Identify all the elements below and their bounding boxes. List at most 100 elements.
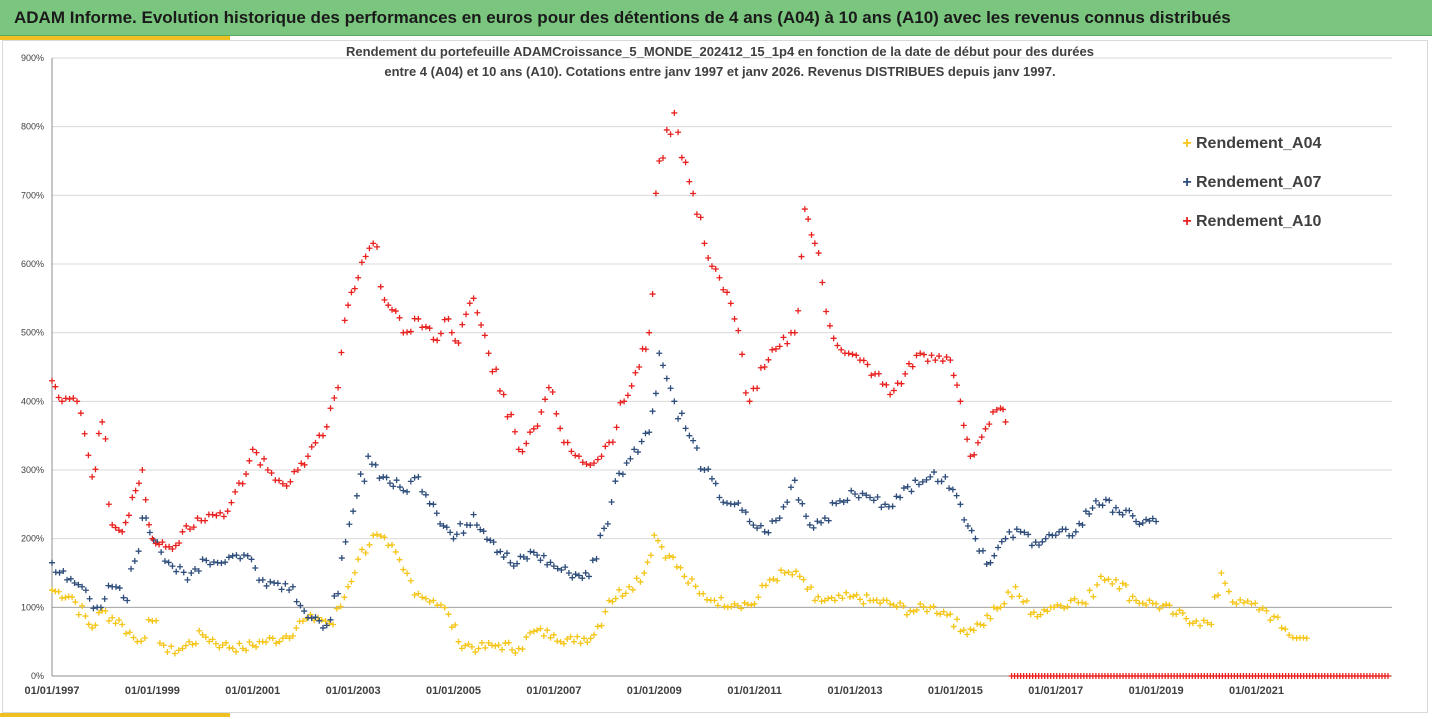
point-rendement-a10 xyxy=(883,381,890,388)
point-rendement-a07 xyxy=(490,539,497,546)
point-rendement-a10 xyxy=(776,343,783,350)
point-rendement-a10 xyxy=(146,521,153,528)
point-rendement-a07 xyxy=(447,529,454,536)
point-rendement-a04 xyxy=(907,607,914,614)
point-rendement-a10 xyxy=(422,323,429,330)
point-rendement-a07 xyxy=(386,480,393,487)
point-rendement-a07 xyxy=(79,583,86,590)
point-rendement-a07 xyxy=(784,499,791,506)
point-rendement-a04 xyxy=(69,594,76,601)
point-rendement-a07 xyxy=(1089,504,1096,511)
point-rendement-a07 xyxy=(803,513,810,520)
point-rendement-a07 xyxy=(720,499,727,506)
point-rendement-a07 xyxy=(612,478,619,485)
point-rendement-a10 xyxy=(798,253,805,260)
point-rendement-a04 xyxy=(1027,611,1034,618)
point-rendement-a07 xyxy=(419,488,426,495)
point-rendement-a04 xyxy=(1097,573,1104,580)
point-rendement-a10 xyxy=(742,389,749,396)
point-rendement-a04 xyxy=(186,638,193,645)
point-rendement-a07 xyxy=(904,483,911,490)
point-rendement-a04 xyxy=(246,638,253,645)
point-rendement-a07 xyxy=(457,520,464,527)
point-rendement-a04 xyxy=(1240,599,1247,606)
point-rendement-a10 xyxy=(257,461,264,468)
point-rendement-a04 xyxy=(1109,580,1116,587)
point-rendement-a04 xyxy=(206,638,213,645)
point-rendement-a10 xyxy=(735,327,742,334)
point-rendement-a07 xyxy=(240,552,247,559)
point-rendement-a07 xyxy=(821,515,828,522)
point-rendement-a04 xyxy=(1005,589,1012,596)
point-rendement-a10 xyxy=(152,540,159,547)
point-rendement-a07 xyxy=(376,475,383,482)
point-rendement-a07 xyxy=(169,563,176,570)
point-rendement-a04 xyxy=(95,609,102,616)
point-rendement-a04 xyxy=(1123,581,1130,588)
point-rendement-a07 xyxy=(979,547,986,554)
point-rendement-a04 xyxy=(825,595,832,602)
point-rendement-a07 xyxy=(289,583,296,590)
point-rendement-a10 xyxy=(594,456,601,463)
point-rendement-a07 xyxy=(987,559,994,566)
point-rendement-a07 xyxy=(540,552,547,559)
point-rendement-a04 xyxy=(437,601,444,608)
point-rendement-a07 xyxy=(663,375,670,382)
point-rendement-a07 xyxy=(470,511,477,518)
point-rendement-a10 xyxy=(109,521,116,528)
point-rendement-a07 xyxy=(968,527,975,534)
point-rendement-a04 xyxy=(1016,593,1023,600)
point-rendement-a07 xyxy=(953,492,960,499)
point-rendement-a10 xyxy=(746,398,753,405)
point-rendement-a07 xyxy=(308,615,315,622)
point-rendement-a07 xyxy=(724,500,731,507)
point-rendement-a04 xyxy=(1278,624,1285,631)
point-rendement-a10 xyxy=(924,358,931,365)
point-rendement-a04 xyxy=(863,591,870,598)
point-rendement-a10 xyxy=(377,283,384,290)
point-rendement-a10 xyxy=(660,155,667,162)
point-rendement-a07 xyxy=(504,550,511,557)
point-rendement-a04 xyxy=(1086,587,1093,594)
point-rendement-a10 xyxy=(708,263,715,270)
point-rendement-a07 xyxy=(1010,534,1017,541)
point-rendement-a04 xyxy=(641,570,648,576)
point-rendement-a07 xyxy=(443,524,450,531)
point-rendement-a10 xyxy=(950,372,957,379)
point-rendement-a10 xyxy=(358,259,365,266)
point-rendement-a04 xyxy=(452,621,459,628)
point-rendement-a04 xyxy=(112,620,119,627)
point-rendement-a10 xyxy=(572,452,579,459)
point-rendement-a04 xyxy=(168,643,175,650)
point-rendement-a07 xyxy=(433,510,440,517)
point-rendement-a10 xyxy=(652,190,659,197)
point-rendement-a10 xyxy=(909,363,916,370)
point-rendement-a10 xyxy=(194,515,201,522)
point-rendement-a10 xyxy=(426,325,433,332)
point-rendement-a10 xyxy=(686,178,693,185)
point-rendement-a04 xyxy=(1156,605,1163,612)
point-rendement-a10 xyxy=(355,274,362,281)
point-rendement-a04 xyxy=(1119,580,1126,587)
chart-title-line-2: entre 4 (A04) et 10 ans (A10). Cotations… xyxy=(384,64,1056,79)
point-rendement-a04 xyxy=(404,570,411,577)
point-rendement-a10 xyxy=(621,398,628,405)
point-rendement-a04 xyxy=(534,627,541,634)
point-rendement-a04 xyxy=(1303,635,1310,642)
point-rendement-a10 xyxy=(385,302,392,309)
point-rendement-a04 xyxy=(92,622,99,629)
point-rendement-a07 xyxy=(207,561,214,568)
point-rendement-a07 xyxy=(604,520,611,527)
point-rendement-a10 xyxy=(954,382,961,389)
point-rendement-a07 xyxy=(878,504,885,511)
point-rendement-a04 xyxy=(789,571,796,578)
point-rendement-a07 xyxy=(686,432,693,439)
x-tick-label: 01/01/2007 xyxy=(526,685,581,697)
point-rendement-a07 xyxy=(1025,531,1032,538)
point-rendement-a04 xyxy=(903,611,910,618)
point-rendement-a10 xyxy=(971,451,978,458)
point-rendement-a10 xyxy=(898,380,905,387)
point-rendement-a04 xyxy=(897,600,904,606)
legend-marker-a10: + xyxy=(1182,212,1192,230)
point-rendement-a10 xyxy=(579,459,586,466)
